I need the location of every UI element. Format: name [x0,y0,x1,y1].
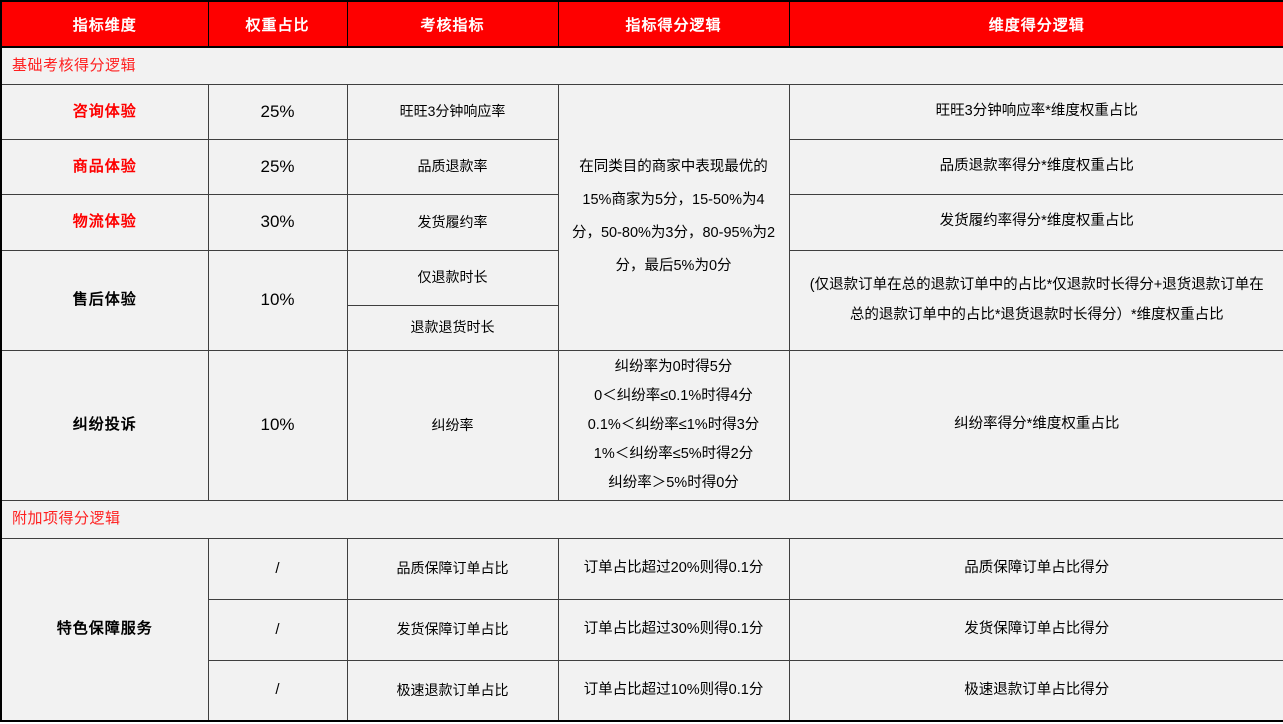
header-dimension: 指标维度 [0,0,209,48]
cell-consult-dim-logic: 旺旺3分钟响应率*维度权重占比 [788,83,1283,140]
cell-dispute-weight: 10% [207,349,348,501]
cell-addon-shipping-weight: / [207,598,348,661]
table-row-addon-quality: 特色保障服务 / 品质保障订单占比 订单占比超过20%则得0.1分 品质保障订单… [0,537,1283,722]
header-row: 指标维度 权重占比 考核指标 指标得分逻辑 维度得分逻辑 [0,0,1283,48]
cell-logistics-weight: 30% [207,193,348,251]
cell-consult-dimension: 咨询体验 [0,83,209,140]
addon-section-row: 附加项得分逻辑 [0,499,1283,539]
cell-product-weight: 25% [207,138,348,195]
cell-consult-weight: 25% [207,83,348,140]
cell-aftersale-weight: 10% [207,249,348,351]
cell-consult-indicator: 旺旺3分钟响应率 [346,83,559,140]
cell-addon-refund-weight: / [207,659,348,722]
cell-addon-shipping-indicator: 发货保障订单占比 [346,598,559,661]
table-row-dispute: 纠纷投诉 10% 纠纷率 纠纷率为0时得5分 0＜纠纷率≤0.1%时得4分 0.… [0,349,1283,501]
table-row-product: 商品体验 25% 品质退款率 品质退款率得分*维度权重占比 [0,138,1283,195]
cell-logistics-indicator: 发货履约率 [346,193,559,251]
cell-addon-shipping-dim-logic: 发货保障订单占比得分 [788,598,1283,661]
cell-product-indicator: 品质退款率 [346,138,559,195]
cell-addon-dimension: 特色保障服务 [0,537,209,722]
table-row-consult: 咨询体验 25% 旺旺3分钟响应率 在同类目的商家中表现最优的15%商家为5分，… [0,83,1283,351]
cell-addon-quality-dim-logic: 品质保障订单占比得分 [788,537,1283,600]
cell-aftersale-indicator-2: 退款退货时长 [346,304,559,351]
cell-addon-refund-indicator: 极速退款订单占比 [346,659,559,722]
cell-product-dimension: 商品体验 [0,138,209,195]
cell-logistics-dim-logic: 发货履约率得分*维度权重占比 [788,193,1283,251]
header-weight: 权重占比 [207,0,348,48]
dispute-score-line: 1%＜纠纷率≤5%时得2分 [593,445,754,462]
dispute-score-line: 纠纷率＞5%时得0分 [608,474,739,491]
table-row-addon-refund: / 极速退款订单占比 订单占比超过10%则得0.1分 极速退款订单占比得分 [1,659,1283,722]
cell-aftersale-dimension: 售后体验 [0,249,209,351]
header-indicator-score-logic: 指标得分逻辑 [557,0,790,48]
cell-merged-score-logic: 在同类目的商家中表现最优的15%商家为5分，15-50%为4分，50-80%为3… [557,83,790,351]
cell-addon-refund-score-logic: 订单占比超过10%则得0.1分 [557,659,790,722]
header-dimension-score-logic: 维度得分逻辑 [788,0,1283,48]
cell-dispute-indicator: 纠纷率 [346,349,559,501]
cell-addon-quality-score-logic: 订单占比超过20%则得0.1分 [557,537,790,600]
cell-dispute-dim-logic: 纠纷率得分*维度权重占比 [788,349,1283,501]
dispute-score-line: 纠纷率为0时得5分 [614,358,733,375]
cell-logistics-dimension: 物流体验 [0,193,209,251]
dispute-score-line: 0＜纠纷率≤0.1%时得4分 [594,387,753,404]
cell-dispute-score-logic: 纠纷率为0时得5分 0＜纠纷率≤0.1%时得4分 0.1%＜纠纷率≤1%时得3分… [557,349,790,501]
cell-addon-refund-dim-logic: 极速退款订单占比得分 [788,659,1283,722]
base-section-row: 基础考核得分逻辑 [0,46,1283,85]
cell-dispute-dimension: 纠纷投诉 [0,349,209,501]
table-row-aftersale-2: 退款退货时长 [1,304,1283,351]
cell-aftersale-dim-logic: (仅退款订单在总的退款订单中的占比*仅退款时长得分+退货退款订单在总的退款订单中… [788,249,1283,351]
dispute-score-line: 0.1%＜纠纷率≤1%时得3分 [587,416,760,433]
cell-addon-shipping-score-logic: 订单占比超过30%则得0.1分 [557,598,790,661]
cell-addon-quality-weight: / [207,537,348,600]
table-row-addon-shipping: / 发货保障订单占比 订单占比超过30%则得0.1分 发货保障订单占比得分 [1,598,1283,661]
base-section-title: 基础考核得分逻辑 [0,46,1283,85]
cell-product-dim-logic: 品质退款率得分*维度权重占比 [788,138,1283,195]
cell-addon-quality-indicator: 品质保障订单占比 [346,537,559,600]
header-indicator: 考核指标 [346,0,559,48]
addon-section-title: 附加项得分逻辑 [0,499,1283,539]
cell-aftersale-indicator-1: 仅退款时长 [346,249,559,306]
